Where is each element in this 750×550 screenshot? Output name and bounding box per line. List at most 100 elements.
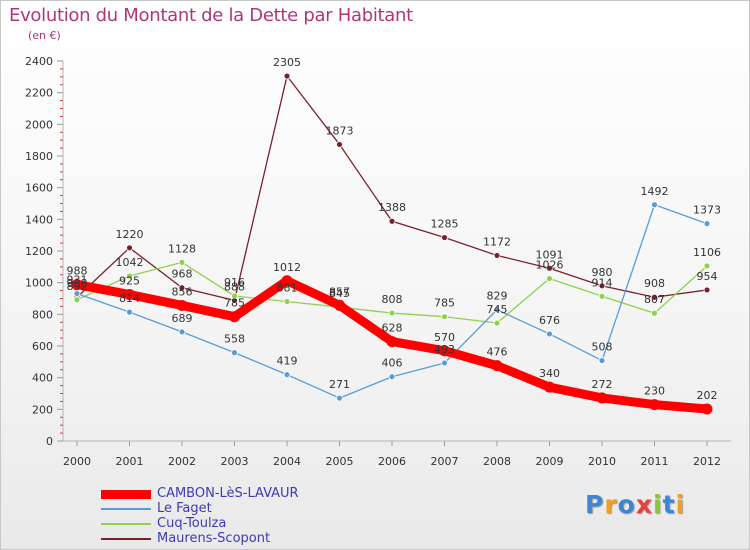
x-tick-label: 2000 bbox=[63, 455, 91, 468]
data-point bbox=[546, 264, 553, 272]
legend-label: CAMBON-LèS-LAVAUR bbox=[157, 486, 299, 501]
data-point bbox=[598, 292, 606, 300]
data-point bbox=[71, 279, 83, 291]
data-point bbox=[596, 392, 608, 404]
data-point bbox=[73, 296, 81, 304]
data-label: 968 bbox=[172, 268, 193, 281]
legend-item: Le Faget bbox=[101, 501, 361, 517]
data-label: 1220 bbox=[116, 228, 144, 241]
data-point bbox=[283, 371, 291, 379]
data-point bbox=[386, 336, 398, 348]
y-tick-label: 2400 bbox=[25, 55, 53, 68]
data-label: 1285 bbox=[431, 218, 459, 231]
data-point bbox=[283, 298, 291, 305]
x-tick-label: 2002 bbox=[168, 455, 196, 468]
data-point bbox=[441, 359, 448, 367]
legend-label: Cuq-Toulza bbox=[157, 516, 227, 531]
data-point bbox=[336, 394, 343, 402]
data-label: 1042 bbox=[116, 256, 144, 269]
data-label: 676 bbox=[539, 314, 560, 327]
x-tick-label: 2006 bbox=[378, 455, 406, 468]
data-point bbox=[701, 403, 713, 415]
x-tick-label: 2005 bbox=[326, 455, 354, 468]
x-tick-label: 2009 bbox=[536, 455, 564, 468]
logo-letter: x bbox=[635, 490, 653, 519]
y-tick-label: 1400 bbox=[25, 213, 53, 226]
data-label: 1128 bbox=[168, 242, 196, 255]
data-label: 230 bbox=[644, 385, 665, 398]
data-label: 1012 bbox=[273, 261, 301, 274]
data-point bbox=[388, 217, 396, 225]
data-label: 807 bbox=[644, 293, 665, 306]
data-label: 908 bbox=[644, 277, 665, 290]
data-point bbox=[546, 330, 553, 338]
data-point bbox=[493, 319, 501, 327]
data-point bbox=[703, 286, 711, 294]
data-label: 925 bbox=[119, 275, 140, 288]
data-point bbox=[544, 381, 555, 393]
y-tick-label: 1600 bbox=[25, 182, 53, 195]
data-point bbox=[178, 328, 186, 336]
logo-letter: r bbox=[604, 490, 618, 519]
x-tick-label: 2011 bbox=[641, 455, 669, 468]
data-label: 1172 bbox=[483, 235, 511, 248]
data-point bbox=[388, 309, 396, 317]
data-point bbox=[598, 282, 606, 290]
data-label: 785 bbox=[224, 297, 245, 310]
data-point bbox=[229, 311, 240, 323]
y-tick-label: 400 bbox=[32, 372, 53, 385]
data-point bbox=[546, 275, 553, 282]
legend-swatch bbox=[101, 538, 151, 540]
data-label: 1873 bbox=[326, 124, 354, 137]
legend-label: Le Faget bbox=[157, 501, 212, 516]
data-point bbox=[231, 292, 238, 300]
data-point bbox=[178, 258, 186, 266]
logo-letter: o bbox=[617, 490, 636, 519]
data-label: 785 bbox=[434, 297, 455, 310]
x-tick-label: 2001 bbox=[116, 455, 144, 468]
data-point bbox=[598, 357, 606, 364]
data-label: 980 bbox=[592, 266, 613, 279]
data-label: 857 bbox=[329, 285, 350, 298]
data-label: 814 bbox=[119, 292, 140, 305]
data-point bbox=[493, 252, 501, 259]
data-label: 570 bbox=[434, 331, 455, 344]
data-label: 745 bbox=[487, 303, 508, 316]
data-label: 558 bbox=[224, 333, 245, 346]
legend-item: CAMBON-LèS-LAVAUR bbox=[101, 486, 361, 502]
data-label: 908 bbox=[67, 277, 88, 290]
chart-subtitle: (en €) bbox=[28, 29, 61, 42]
data-point bbox=[126, 244, 133, 252]
data-point bbox=[126, 272, 133, 280]
data-point bbox=[493, 306, 501, 314]
data-label: 808 bbox=[382, 293, 403, 306]
data-point bbox=[388, 373, 396, 381]
data-point bbox=[334, 299, 345, 311]
data-label: 271 bbox=[329, 378, 350, 391]
data-point bbox=[283, 72, 291, 80]
data-point bbox=[439, 345, 450, 357]
data-point bbox=[651, 293, 658, 301]
logo-letter: P bbox=[585, 490, 605, 519]
data-point bbox=[703, 220, 711, 228]
x-tick-label: 2012 bbox=[693, 455, 721, 468]
x-tick-label: 2004 bbox=[273, 455, 301, 468]
data-point bbox=[178, 284, 186, 292]
data-label: 988 bbox=[67, 265, 88, 278]
legend-item: Maurens-Scopont bbox=[101, 531, 361, 547]
legend-item: Cuq-Toulza bbox=[101, 516, 361, 532]
data-label: 628 bbox=[382, 322, 403, 335]
data-point bbox=[491, 360, 503, 372]
x-tick-label: 2008 bbox=[483, 455, 511, 468]
logo-letter: t bbox=[662, 490, 676, 519]
data-point bbox=[651, 309, 658, 317]
chart-title: Evolution du Montant de la Dette par Hab… bbox=[9, 5, 413, 26]
y-tick-label: 2200 bbox=[25, 87, 53, 100]
data-label: 1026 bbox=[536, 259, 564, 272]
data-label: 689 bbox=[172, 312, 193, 325]
y-tick-label: 1200 bbox=[25, 245, 53, 258]
data-label: 931 bbox=[67, 274, 88, 287]
data-point bbox=[441, 234, 448, 241]
